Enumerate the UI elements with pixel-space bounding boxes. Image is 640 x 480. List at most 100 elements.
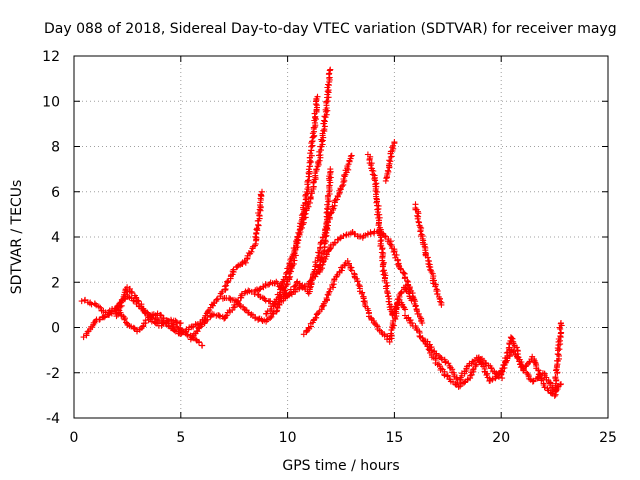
data-point bbox=[314, 163, 321, 170]
data-point bbox=[334, 196, 340, 203]
data-point bbox=[236, 301, 243, 308]
data-point bbox=[338, 267, 345, 274]
data-point bbox=[343, 232, 350, 239]
axis-ticks bbox=[73, 55, 609, 419]
data-point bbox=[524, 370, 531, 377]
chart-title: Day 088 of 2018, Sidereal Day-to-day VTE… bbox=[44, 21, 617, 37]
data-point bbox=[305, 166, 312, 173]
data-point bbox=[355, 282, 362, 289]
data-point bbox=[323, 295, 330, 302]
data-point bbox=[275, 298, 282, 305]
grid-lines bbox=[74, 56, 608, 418]
data-point bbox=[384, 282, 391, 289]
series-track-f bbox=[263, 66, 334, 317]
data-point bbox=[551, 392, 558, 399]
data-point bbox=[102, 313, 109, 320]
data-point bbox=[267, 314, 274, 321]
data-point bbox=[381, 332, 388, 339]
data-point bbox=[395, 299, 402, 306]
series-track-n bbox=[422, 320, 565, 399]
data-point bbox=[323, 111, 330, 118]
data-point bbox=[213, 296, 220, 303]
data-point bbox=[223, 282, 230, 289]
y-tick-label: 6 bbox=[51, 185, 60, 201]
y-tick-label: 0 bbox=[51, 321, 60, 337]
data-point bbox=[381, 331, 388, 337]
series-track-d bbox=[187, 166, 334, 343]
data-point bbox=[358, 290, 365, 297]
data-point bbox=[344, 258, 351, 264]
data-point bbox=[412, 303, 419, 310]
data-point bbox=[469, 367, 476, 373]
data-point bbox=[317, 147, 324, 153]
data-point bbox=[291, 283, 298, 290]
data-point bbox=[150, 314, 156, 321]
data-point bbox=[426, 258, 432, 265]
data-point bbox=[499, 375, 506, 382]
data-point bbox=[391, 139, 398, 145]
data-point bbox=[437, 298, 444, 305]
data-point bbox=[203, 318, 210, 324]
data-point bbox=[557, 326, 564, 332]
data-point bbox=[558, 329, 565, 336]
y-tick-label: 8 bbox=[51, 140, 60, 156]
data-point bbox=[224, 278, 231, 285]
data-point bbox=[387, 241, 394, 248]
data-point bbox=[199, 342, 206, 349]
data-point bbox=[325, 290, 332, 296]
data-point bbox=[134, 297, 141, 304]
data-point bbox=[354, 278, 361, 285]
data-point bbox=[310, 179, 317, 186]
data-point bbox=[383, 285, 390, 292]
data-point bbox=[558, 381, 564, 388]
data-point bbox=[348, 152, 355, 159]
data-point bbox=[493, 370, 500, 377]
data-point bbox=[373, 199, 380, 206]
data-point bbox=[253, 226, 260, 233]
data-point bbox=[389, 311, 396, 318]
data-point bbox=[539, 376, 545, 383]
data-point bbox=[393, 252, 400, 258]
data-point bbox=[532, 359, 539, 366]
data-point bbox=[301, 211, 308, 218]
data-point bbox=[256, 286, 263, 293]
data-point bbox=[173, 319, 180, 325]
data-point bbox=[337, 235, 344, 242]
data-point bbox=[101, 314, 107, 321]
data-point bbox=[419, 320, 426, 326]
y-tick-label: 12 bbox=[42, 49, 60, 65]
data-point bbox=[307, 284, 313, 291]
data-point bbox=[216, 312, 223, 319]
data-point bbox=[282, 273, 289, 280]
data-point bbox=[509, 335, 516, 342]
data-point bbox=[384, 167, 391, 174]
data-point bbox=[327, 66, 334, 73]
data-point bbox=[319, 265, 325, 272]
y-tick-label: 10 bbox=[42, 94, 60, 110]
data-point bbox=[245, 287, 252, 294]
data-point bbox=[461, 379, 468, 386]
data-point bbox=[444, 372, 451, 379]
data-point bbox=[322, 256, 329, 263]
data-point bbox=[184, 331, 190, 338]
data-point bbox=[314, 93, 321, 100]
data-point bbox=[385, 298, 392, 305]
data-point bbox=[375, 209, 381, 215]
data-point bbox=[433, 351, 440, 358]
data-point bbox=[81, 297, 88, 304]
data-point bbox=[339, 183, 345, 190]
data-point bbox=[223, 312, 230, 319]
data-point bbox=[238, 291, 245, 297]
x-tick-label: 5 bbox=[176, 430, 185, 446]
data-point bbox=[117, 303, 124, 310]
y-axis-label: SDTVAR / TECUs bbox=[9, 180, 25, 295]
data-point bbox=[387, 330, 394, 337]
data-point bbox=[526, 359, 533, 366]
data-point bbox=[488, 365, 495, 372]
data-point bbox=[398, 266, 404, 273]
data-point bbox=[312, 113, 319, 120]
data-point bbox=[302, 210, 309, 217]
data-point bbox=[312, 315, 319, 321]
data-point bbox=[307, 150, 314, 157]
data-point bbox=[425, 260, 432, 267]
